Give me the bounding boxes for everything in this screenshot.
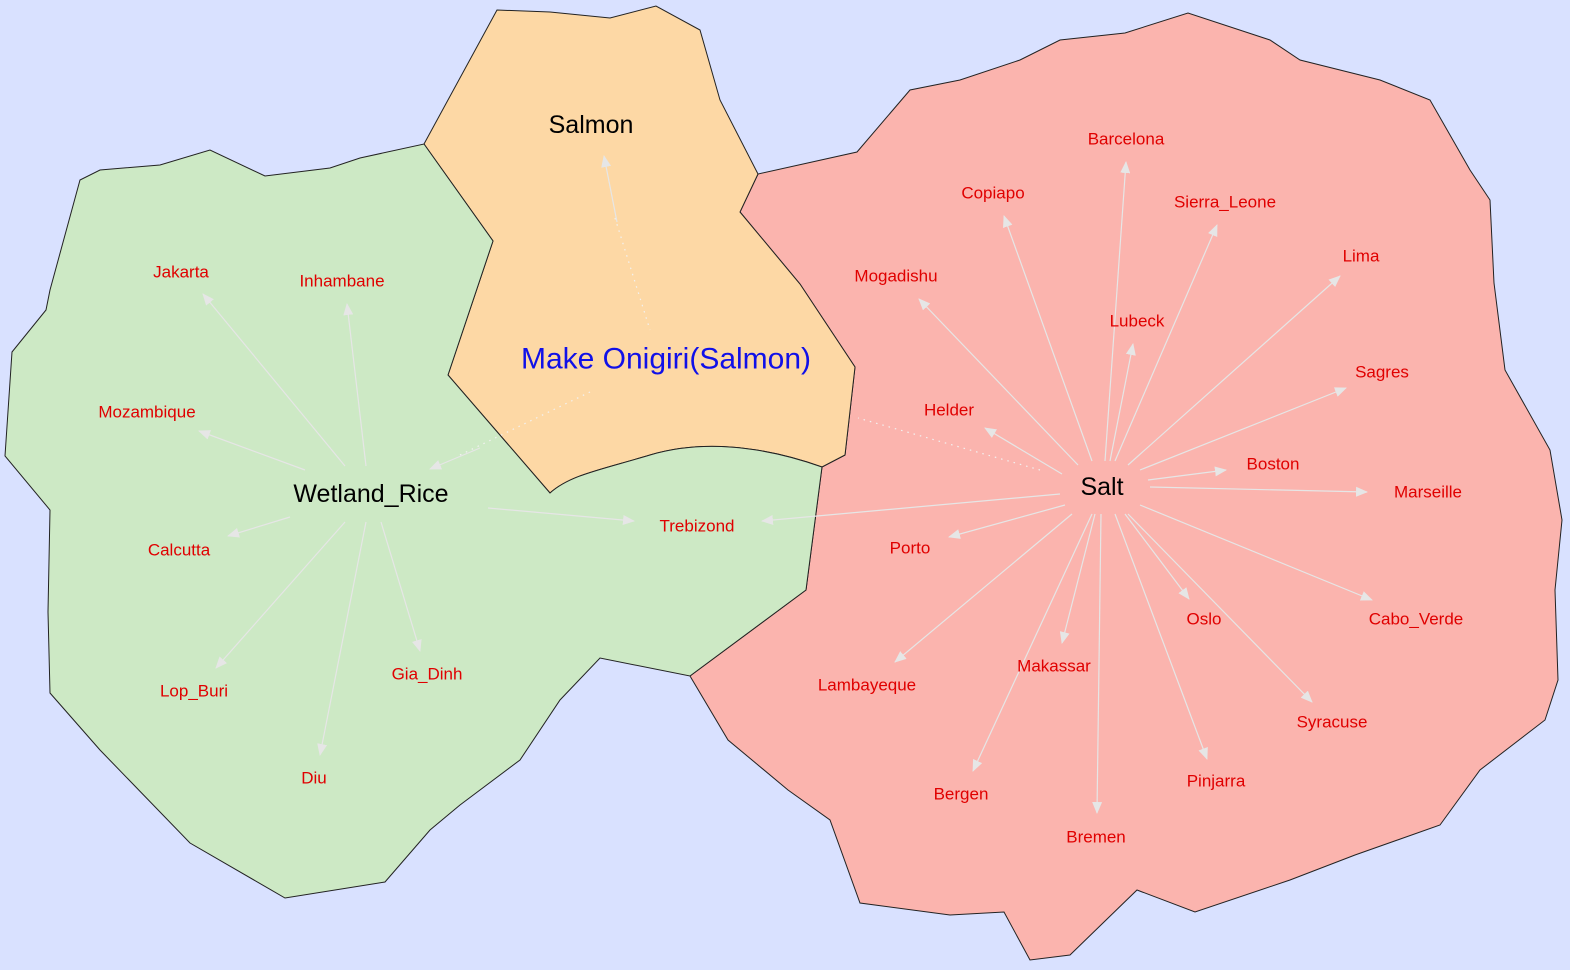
arrow-sierra-leone xyxy=(1114,224,1218,462)
arrow-porto xyxy=(948,504,1066,539)
arrow-inhambane xyxy=(343,303,367,467)
edge-salmon-center xyxy=(614,217,651,331)
place-label-calcutta: Calcutta xyxy=(148,541,211,560)
arrow-lambayeque xyxy=(894,513,1073,663)
place-label-mogadishu: Mogadishu xyxy=(854,267,937,286)
place-label-bergen: Bergen xyxy=(934,785,989,804)
arrow-helder xyxy=(984,427,1063,475)
arrow-copiapo xyxy=(1003,215,1093,462)
arrow-bremen xyxy=(1092,513,1103,814)
place-label-sierra-leone: Sierra_Leone xyxy=(1174,193,1276,212)
place-label-bremen: Bremen xyxy=(1066,828,1126,847)
arrow-salmon xyxy=(601,155,618,223)
place-label-gia-dinh: Gia_Dinh xyxy=(392,665,463,684)
arrow-sagres xyxy=(1139,387,1347,471)
arrow-wetland-center xyxy=(429,447,481,470)
place-label-marseille: Marseille xyxy=(1394,483,1462,502)
place-label-barcelona: Barcelona xyxy=(1088,130,1165,149)
arrow-mogadishu xyxy=(918,298,1079,466)
arrow-gia-dinh xyxy=(380,521,422,652)
edges-layer xyxy=(198,155,1373,814)
hub-label-wetland-rice: Wetland_Rice xyxy=(293,480,448,508)
place-label-mozambique: Mozambique xyxy=(98,403,195,422)
arrow-lubeck xyxy=(1109,343,1136,462)
place-label-cabo-verde: Cabo_Verde xyxy=(1369,610,1464,629)
place-label-diu: Diu xyxy=(301,769,327,788)
place-label-makassar: Makassar xyxy=(1017,657,1091,676)
arrow-bergen xyxy=(972,513,1093,772)
place-label-oslo: Oslo xyxy=(1187,610,1222,629)
place-label-trebizond: Trebizond xyxy=(660,517,735,536)
place-label-porto: Porto xyxy=(890,539,931,558)
edge-wetland-center xyxy=(459,391,591,456)
hub-label-salmon: Salmon xyxy=(549,111,634,139)
arrow-boston xyxy=(1147,466,1227,481)
arrow-cabo-verde xyxy=(1139,504,1373,601)
place-label-copiapo: Copiapo xyxy=(961,184,1024,203)
arrow-syracuse xyxy=(1127,513,1313,703)
arrow-pinjarra xyxy=(1114,513,1208,760)
arrow-mozambique xyxy=(198,430,306,471)
arrow-lima xyxy=(1127,275,1341,466)
place-label-helder: Helder xyxy=(924,401,974,420)
place-label-inhambane: Inhambane xyxy=(299,272,384,291)
arrow-calcutta xyxy=(227,516,291,538)
place-label-lima: Lima xyxy=(1343,247,1380,266)
arrow-makassar xyxy=(1059,513,1096,644)
arrow-salt-trebizond xyxy=(761,493,1061,525)
place-label-boston: Boston xyxy=(1247,455,1300,474)
place-label-sagres: Sagres xyxy=(1355,363,1409,382)
place-label-pinjarra: Pinjarra xyxy=(1187,772,1246,791)
arrow-marseille xyxy=(1149,486,1368,497)
arrow-wetland-trebizond xyxy=(487,507,635,526)
place-label-lubeck: Lubeck xyxy=(1110,312,1165,331)
hub-label-salt: Salt xyxy=(1080,473,1123,501)
place-label-syracuse: Syracuse xyxy=(1297,713,1368,732)
arrow-lop-buri xyxy=(215,521,346,669)
place-label-lambayeque: Lambayeque xyxy=(818,676,916,695)
arrow-diu xyxy=(317,521,367,756)
center-label: Make Onigiri(Salmon) xyxy=(521,343,811,376)
place-label-lop-buri: Lop_Buri xyxy=(160,682,228,701)
arrow-jakarta xyxy=(202,293,346,467)
place-label-jakarta: Jakarta xyxy=(153,263,209,282)
arrow-oslo xyxy=(1124,513,1190,600)
arrow-barcelona xyxy=(1104,161,1131,462)
wetland-rice-region xyxy=(4,143,823,899)
